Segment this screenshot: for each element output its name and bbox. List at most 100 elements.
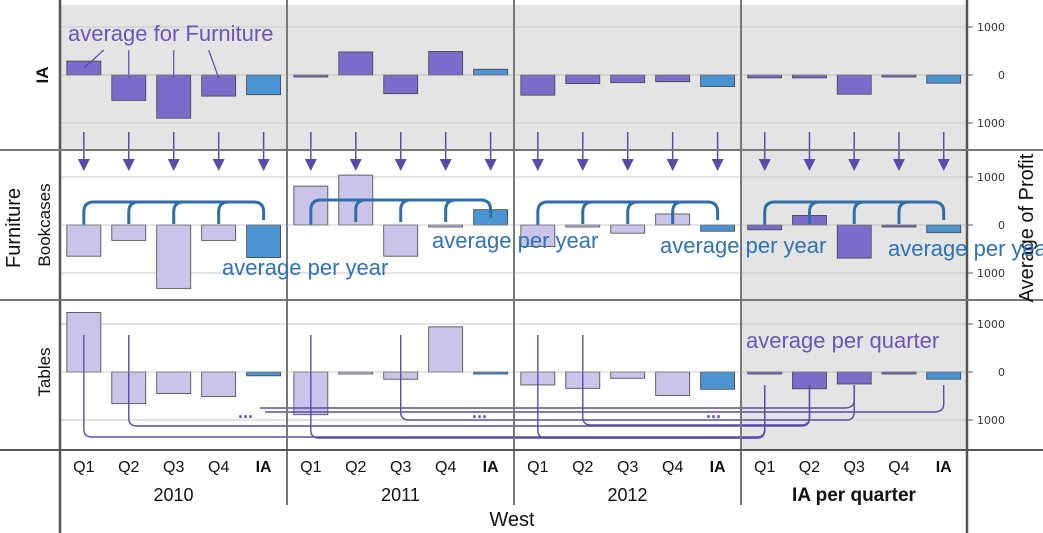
ytick-label: 0 [998,219,1005,232]
bracket-branch [581,200,593,224]
x-tick-q4: Q4 [662,459,683,476]
row-label-ia: IA [33,67,52,84]
row-group-label: Furniture [3,188,25,268]
bracket-branch [172,200,184,224]
bracket-branch [626,200,638,224]
annotation-average-per-year: average per year [660,233,826,258]
bar-ia-2011-q2 [338,51,374,76]
bar-tables-2012-q3 [610,371,646,379]
ytick-label: 1000 [977,267,1005,280]
ytick-label: 0 [998,366,1005,379]
annotation-average-per-year: average per year [432,228,598,253]
bar-bookcases-2012-ia [700,224,736,232]
y-axis-title: Average of Profit [1016,153,1038,302]
bar-ia-2011-q4 [428,51,464,76]
bar-ia-2011-q3 [383,74,419,95]
bar-tables-2010-q4 [201,371,237,397]
bar-bookcases-2010-q2 [111,224,147,241]
bar-ia-2011-ia [473,68,509,76]
bracket-average-per-year [82,200,266,225]
bracket-branch [444,198,456,222]
x-tick-q2: Q2 [572,459,593,476]
x-tick-q2: Q2 [118,459,139,476]
connector-average-per-quarter [260,385,855,409]
x-tick-q3: Q3 [390,459,411,476]
ytick-label: 1000 [977,21,1005,34]
bar-bookcases-ia-per-quarter-ia [926,224,962,234]
bracket-average-per-year [763,200,946,225]
bar-ia-2010-q4 [201,74,237,97]
ytick-label: 1000 [977,414,1005,427]
annotation-ellipsis: ... [706,402,721,422]
x-tick-q3: Q3 [617,459,638,476]
bar-tables-ia-per-quarter-q3 [836,371,872,385]
x-tick-q1: Q1 [527,459,548,476]
bar-tables-2012-q4 [655,371,691,396]
bar-ia-2012-q4 [655,74,691,83]
bracket-branch [807,200,820,224]
annotation-ellipsis: ... [472,402,487,422]
ytick-label: 1000 [977,171,1005,184]
bar-bookcases-ia-per-quarter-q1 [747,224,783,231]
year-label: 2012 [607,485,647,505]
x-tick-q4: Q4 [435,459,456,476]
row-label-tables: Tables [35,347,54,396]
connector-average-per-quarter [582,335,811,426]
bar-ia-2010-ia [246,74,282,96]
bar-tables-2011-q4 [428,326,464,373]
bar-bookcases-2012-q3 [610,224,646,234]
bracket-average-per-year [536,200,720,225]
bar-bookcases-ia-per-quarter-q3 [836,224,872,259]
year-label: 2011 [381,485,420,505]
bar-ia-ia-per-quarter-q3 [836,74,872,95]
bar-tables-2010-q3 [156,371,192,395]
annotation-average-for-furniture: average for Furniture [68,21,273,46]
chart-labels: 1000 0 1000 1000 0 1000 1000 0 1000 Average of Pr… [3,21,1043,531]
bar-bookcases-2010-q3 [156,224,192,289]
bracket-branch [217,200,229,224]
x-tick-q1: Q1 [754,459,775,476]
annotation-average-per-year: average per year [222,255,388,280]
year-label: 2010 [153,485,193,505]
bar-ia-2012-q3 [610,74,646,84]
x-tick-ia: IA [710,459,726,476]
label-pointer [83,49,105,69]
ytick-label: 0 [998,69,1005,82]
bar-tables-2010-ia [246,371,282,377]
connector-average-per-quarter [265,385,945,413]
bar-tables-ia-per-quarter-ia [926,371,962,380]
ytick-label: 1000 [977,117,1005,130]
annotation-ellipsis: ... [238,402,253,422]
bar-bookcases-2010-q1 [66,224,102,257]
bar-ia-ia-per-quarter-q4 [881,74,917,78]
connector-average-per-quarter [400,335,855,421]
bracket-average-per-year [309,198,493,225]
x-tick-q4: Q4 [888,459,909,476]
x-tick-q1: Q1 [73,459,94,476]
bracket-branch [671,200,683,224]
year-label: IA per quarter [792,485,916,506]
bracket-branch [852,200,865,224]
annotation-average-per-year: average per year [888,236,1043,261]
bar-ia-ia-per-quarter-q2 [792,74,827,79]
annotation-average-per-quarter: average per quarter [746,328,939,353]
bar-ia-2012-q1 [520,74,556,96]
bar-bookcases-2010-ia [246,224,282,259]
x-axis-title: West [489,509,535,531]
bar-tables-2012-ia [700,371,736,390]
label-pointer [208,49,220,79]
x-tick-q1: Q1 [300,459,321,476]
x-tick-q2: Q2 [799,459,820,476]
bar-bookcases-2011-q3 [383,224,419,257]
bar-ia-2010-q1 [66,60,102,76]
bar-ia-2011-q1 [293,74,329,78]
x-tick-q4: Q4 [208,459,229,476]
x-tick-ia: IA [256,459,272,476]
bracket-branch [897,200,910,224]
bar-ia-ia-per-quarter-ia [926,74,962,84]
bracket-branch [354,198,366,222]
bar-ia-2012-ia [700,74,736,87]
bar-ia-2012-q2 [565,74,601,85]
x-tick-q3: Q3 [163,459,184,476]
